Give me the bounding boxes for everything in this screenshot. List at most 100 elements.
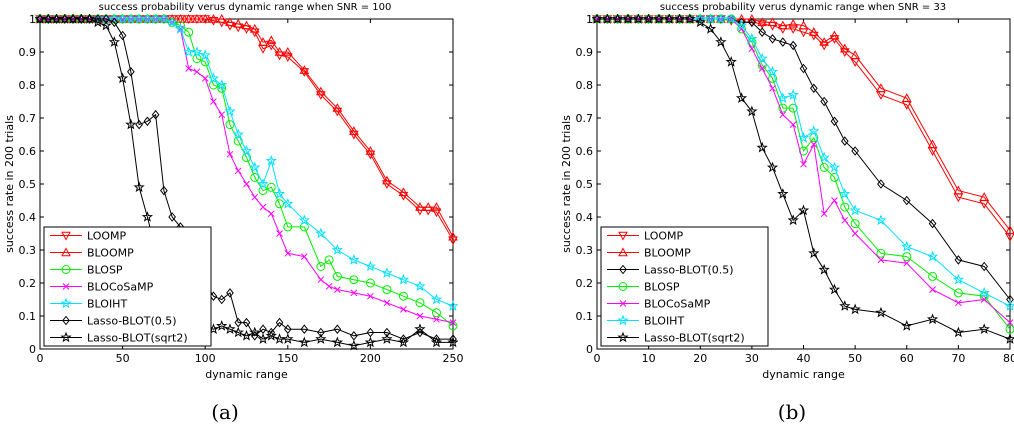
data-point-lasso-blot-0-5: [449, 334, 457, 344]
data-point-bloomp: [448, 231, 458, 241]
data-point-blocosamp: [416, 312, 424, 320]
y-tick-label: 0.1: [19, 310, 37, 323]
data-point-blocosamp: [433, 315, 440, 323]
x-tick-label: 150: [277, 352, 298, 365]
data-point-blocosamp: [800, 160, 807, 168]
data-point-bloomp: [282, 46, 293, 56]
data-point-bloiht: [756, 52, 768, 64]
data-point-lasso-blot-0-5: [316, 327, 325, 338]
data-point-blocosamp: [779, 111, 787, 119]
data-point-bloomp: [233, 18, 244, 28]
y-tick-label: 0.6: [576, 145, 594, 158]
data-point-lasso-blot-sqrt2: [125, 118, 137, 130]
data-point-blocosamp: [748, 45, 756, 53]
data-point-blocosamp: [259, 203, 267, 211]
data-point-bloiht: [249, 161, 261, 173]
data-point-lasso-blot-0-5: [980, 261, 989, 272]
data-point-lasso-blot-sqrt2: [622, 14, 634, 24]
legend-marker-loomp: [61, 231, 71, 241]
data-point-blocosamp: [218, 111, 226, 119]
x-tick-label: 80: [1003, 352, 1014, 365]
data-point-lasso-blot-0-5: [768, 33, 777, 44]
data-point-bloiht: [273, 187, 286, 199]
data-point-bloomp: [315, 86, 326, 96]
data-point-bloiht: [766, 65, 779, 77]
data-point-bloiht: [364, 260, 377, 272]
chart-panel-b: success probability verus dynamic range …: [560, 2, 1014, 381]
legend-marker-loomp: [618, 231, 628, 241]
series-group: [592, 14, 1014, 344]
data-point-lasso-blot-sqrt2: [694, 16, 706, 28]
data-point-bloomp: [767, 17, 778, 26]
data-point-lasso-blot-sqrt2: [601, 14, 613, 24]
data-point-bloiht: [725, 14, 737, 24]
data-point-blocosamp: [1006, 319, 1014, 326]
data-point-lasso-blot-sqrt2: [653, 14, 665, 24]
data-point-bloomp: [819, 37, 829, 46]
data-point-blosp: [953, 288, 963, 298]
data-point-blosp: [332, 271, 342, 281]
data-point-bloomp: [757, 17, 768, 26]
data-point-bloiht: [224, 105, 236, 117]
data-point-bloomp: [382, 175, 392, 185]
data-point-bloiht: [191, 46, 203, 57]
legend-marker-blosp: [618, 282, 628, 291]
data-point-lasso-blot-0-5: [226, 288, 234, 298]
data-point-bloiht: [875, 214, 887, 226]
data-point-lasso-blot-0-5: [840, 136, 849, 146]
data-point-blosp: [316, 262, 326, 271]
data-point-bloiht: [166, 16, 178, 28]
data-point-lasso-blot-sqrt2: [952, 326, 965, 338]
data-point-lasso-blot-sqrt2: [257, 333, 269, 344]
x-tick-label: 30: [745, 352, 759, 365]
data-point-lasso-blot-0-5: [789, 40, 798, 51]
y-tick-label: 0: [29, 343, 36, 356]
data-point-blocosamp: [820, 210, 828, 218]
data-point-blosp: [415, 298, 425, 308]
legend-label-lasso-blot-sqrt2: Lasso-BLOT(sqrt2): [87, 332, 188, 345]
x-tick-label: 0: [594, 352, 601, 365]
data-point-blosp: [788, 103, 798, 113]
data-point-bloiht: [978, 286, 990, 298]
x-axis-label: dynamic range: [205, 368, 288, 381]
data-point-blocosamp: [877, 256, 885, 264]
data-point-lasso-blot-sqrt2: [249, 326, 261, 338]
data-point-blocosamp: [243, 180, 250, 188]
data-point-lasso-blot-sqrt2: [839, 300, 851, 311]
data-point-lasso-blot-0-5: [333, 324, 342, 335]
data-point-blocosamp: [251, 193, 259, 201]
data-point-lasso-blot-0-5: [432, 334, 441, 344]
data-point-bloomp: [192, 14, 202, 23]
data-point-bloiht: [952, 273, 965, 285]
data-point-loomp: [282, 53, 293, 62]
x-axis-label: dynamic range: [762, 368, 845, 381]
data-point-lasso-blot-0-5: [143, 116, 152, 127]
data-point-lasso-blot-sqrt2: [684, 14, 696, 24]
series-lasso-blot-sqrt2: [592, 14, 1014, 344]
data-point-lasso-blot-sqrt2: [216, 319, 228, 331]
data-point-bloomp: [876, 83, 886, 92]
y-tick-label: 0.5: [19, 178, 37, 191]
data-point-lasso-blot-0-5: [383, 327, 391, 338]
legend-marker-blosp: [61, 265, 71, 274]
data-point-blosp: [233, 136, 243, 146]
data-point-blosp: [737, 24, 747, 34]
data-point-blocosamp: [449, 319, 457, 326]
data-point-lasso-blot-sqrt2: [430, 336, 443, 348]
data-point-blosp: [258, 186, 268, 196]
data-point-lasso-blot-0-5: [851, 146, 859, 156]
data-point-bloomp: [183, 14, 194, 23]
data-point-lasso-blot-sqrt2: [663, 14, 675, 24]
chart-title: success probability verus dynamic range …: [99, 2, 392, 13]
data-point-lasso-blot-sqrt2: [875, 306, 887, 318]
data-point-lasso-blot-sqrt2: [1004, 333, 1014, 344]
legend-label-lasso-blot-sqrt2: Lasso-BLOT(sqrt2): [644, 332, 745, 345]
data-point-bloomp: [216, 14, 227, 23]
data-point-bloiht: [216, 79, 228, 90]
y-tick-label: 1: [29, 13, 36, 26]
data-point-loomp: [266, 41, 277, 51]
data-point-lasso-blot-0-5: [160, 185, 168, 196]
legend-label-blosp: BLOSP: [87, 264, 123, 277]
data-point-bloomp: [365, 145, 376, 155]
